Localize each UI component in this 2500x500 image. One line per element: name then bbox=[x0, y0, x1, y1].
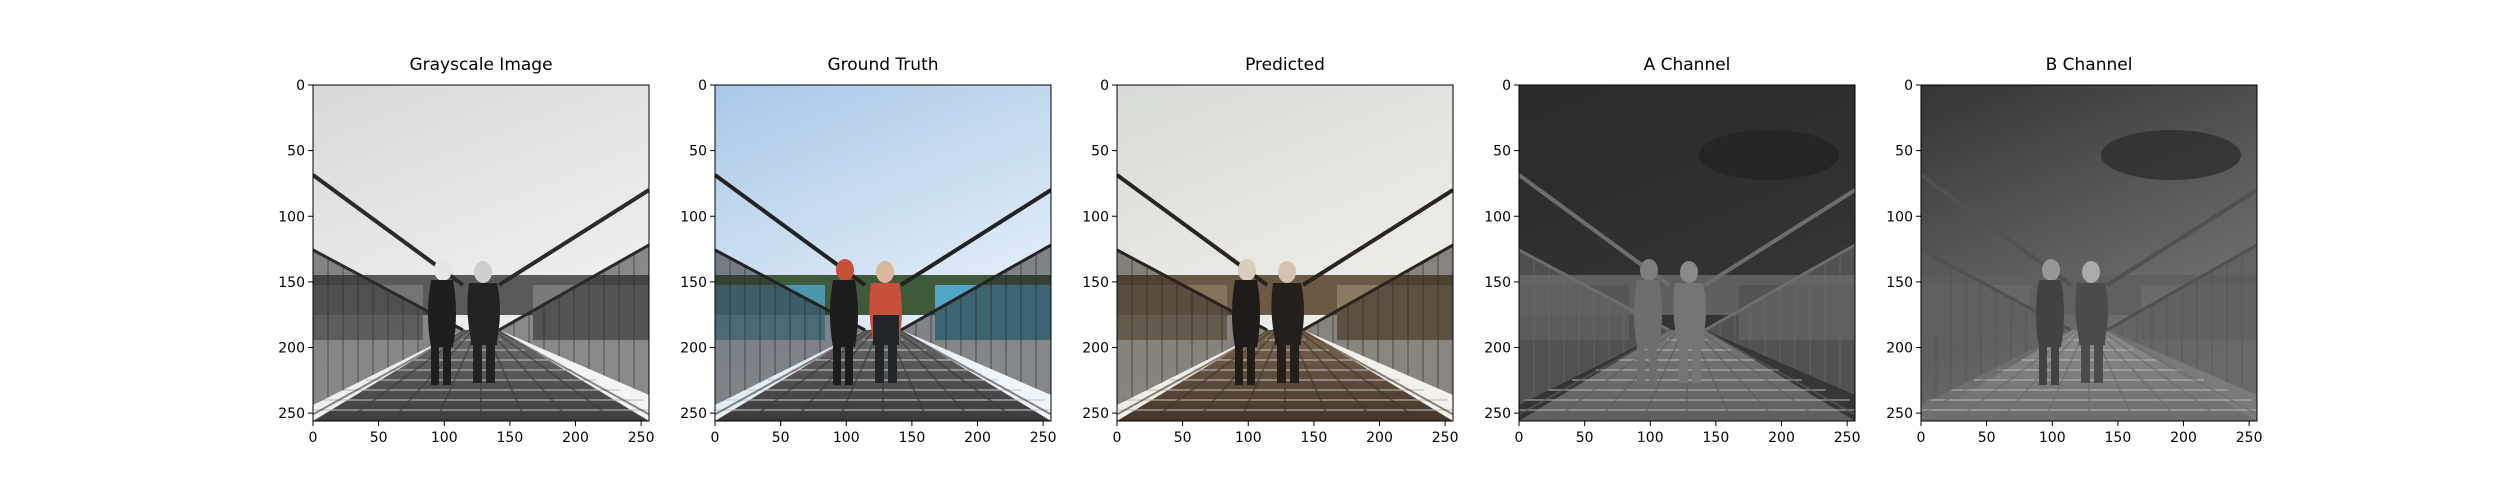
y-tick-label: 150 bbox=[1082, 275, 1109, 291]
x-tick-label: 250 bbox=[1030, 430, 1057, 446]
image-content bbox=[1921, 85, 2257, 421]
y-tick-label: 0 bbox=[698, 78, 707, 94]
y-tick-label: 0 bbox=[1100, 78, 1109, 94]
y-tick-label: 200 bbox=[1886, 341, 1913, 357]
image-color bbox=[715, 85, 1051, 421]
y-tick-label: 200 bbox=[278, 341, 305, 357]
y-tick-label: 250 bbox=[278, 406, 305, 422]
axes-frame bbox=[1116, 84, 1454, 422]
y-tick-label: 100 bbox=[1082, 209, 1109, 225]
panel-gray: Grayscale Image 0 50 100 150 200 250 0 50 100 150 2… bbox=[278, 55, 713, 455]
x-tick-label: 0 bbox=[711, 430, 720, 446]
y-tick-label: 200 bbox=[1082, 341, 1109, 357]
x-tick-label: 50 bbox=[370, 430, 388, 446]
y-tick-label: 100 bbox=[278, 209, 305, 225]
y-tick-label: 100 bbox=[1886, 209, 1913, 225]
x-tick-label: 250 bbox=[1432, 430, 1459, 446]
x-tick-label: 200 bbox=[562, 430, 589, 446]
y-tick-label: 250 bbox=[1082, 406, 1109, 422]
y-tick-label: 50 bbox=[689, 144, 707, 160]
panel-achan: A Channel 0 50 100 150 200 250 0 50 100 150 200 250 bbox=[1484, 55, 1919, 455]
x-tick-label: 150 bbox=[2105, 430, 2132, 446]
image-content bbox=[313, 85, 649, 421]
x-tick-label: 150 bbox=[1703, 430, 1730, 446]
y-tick-label: 50 bbox=[1493, 144, 1511, 160]
y-tick-label: 0 bbox=[296, 78, 305, 94]
x-tick-label: 150 bbox=[497, 430, 524, 446]
panel-bchan: B Channel 0 50 100 150 200 250 0 50 100 150 200 250 bbox=[1886, 55, 2321, 455]
x-tick-label: 100 bbox=[833, 430, 860, 446]
axes-frame bbox=[312, 84, 650, 422]
x-tick-label: 50 bbox=[1576, 430, 1594, 446]
axes-frame bbox=[1518, 84, 1856, 422]
y-tick-label: 150 bbox=[1484, 275, 1511, 291]
panel-title: A Channel bbox=[1643, 55, 1731, 75]
x-tick-label: 100 bbox=[1637, 430, 1664, 446]
x-tick-label: 100 bbox=[1235, 430, 1262, 446]
x-tick-label: 0 bbox=[309, 430, 318, 446]
x-tick-label: 100 bbox=[431, 430, 458, 446]
axes-frame bbox=[714, 84, 1052, 422]
panel-title: Predicted bbox=[1245, 55, 1325, 75]
y-tick-label: 50 bbox=[1091, 144, 1109, 160]
x-tick-label: 150 bbox=[1301, 430, 1328, 446]
y-tick-label: 200 bbox=[680, 341, 707, 357]
y-tick-label: 50 bbox=[1895, 144, 1913, 160]
image-pred bbox=[1117, 85, 1453, 421]
x-tick-label: 250 bbox=[628, 430, 655, 446]
image-bchan bbox=[1921, 85, 2257, 421]
y-tick-label: 250 bbox=[1484, 406, 1511, 422]
x-tick-label: 0 bbox=[1515, 430, 1524, 446]
x-tick-label: 50 bbox=[772, 430, 790, 446]
y-tick-label: 150 bbox=[680, 275, 707, 291]
image-content bbox=[1117, 85, 1453, 421]
x-tick-label: 150 bbox=[899, 430, 926, 446]
panel-pred: Predicted 0 50 100 150 200 250 0 50 100 150 200 250 bbox=[1082, 55, 1517, 455]
panel-title: Grayscale Image bbox=[409, 55, 553, 75]
x-tick-label: 0 bbox=[1113, 430, 1122, 446]
x-tick-label: 200 bbox=[2170, 430, 2197, 446]
y-tick-label: 100 bbox=[1484, 209, 1511, 225]
y-tick-label: 100 bbox=[680, 209, 707, 225]
x-tick-label: 200 bbox=[1366, 430, 1393, 446]
x-tick-label: 200 bbox=[964, 430, 991, 446]
y-tick-label: 0 bbox=[1904, 78, 1913, 94]
x-tick-label: 50 bbox=[1174, 430, 1192, 446]
image-achan bbox=[1519, 85, 1855, 421]
y-tick-label: 250 bbox=[1886, 406, 1913, 422]
y-tick-label: 150 bbox=[1886, 275, 1913, 291]
panel-title: Ground Truth bbox=[827, 55, 939, 75]
panel-color: Ground Truth 0 50 100 150 200 250 0 50 100 150 200 2… bbox=[680, 55, 1115, 455]
y-tick-label: 250 bbox=[680, 406, 707, 422]
image-gray bbox=[313, 85, 649, 421]
y-tick-label: 0 bbox=[1502, 78, 1511, 94]
x-tick-label: 0 bbox=[1917, 430, 1926, 446]
x-tick-label: 200 bbox=[1768, 430, 1795, 446]
x-tick-label: 250 bbox=[1834, 430, 1861, 446]
x-tick-label: 250 bbox=[2236, 430, 2263, 446]
x-tick-label: 50 bbox=[1978, 430, 1996, 446]
y-tick-label: 50 bbox=[287, 144, 305, 160]
y-tick-label: 150 bbox=[278, 275, 305, 291]
y-tick-label: 200 bbox=[1484, 341, 1511, 357]
image-content bbox=[1519, 85, 1855, 421]
axes-frame bbox=[1920, 84, 2258, 422]
x-tick-label: 100 bbox=[2039, 430, 2066, 446]
panel-title: B Channel bbox=[2045, 55, 2133, 75]
image-content bbox=[715, 85, 1051, 421]
